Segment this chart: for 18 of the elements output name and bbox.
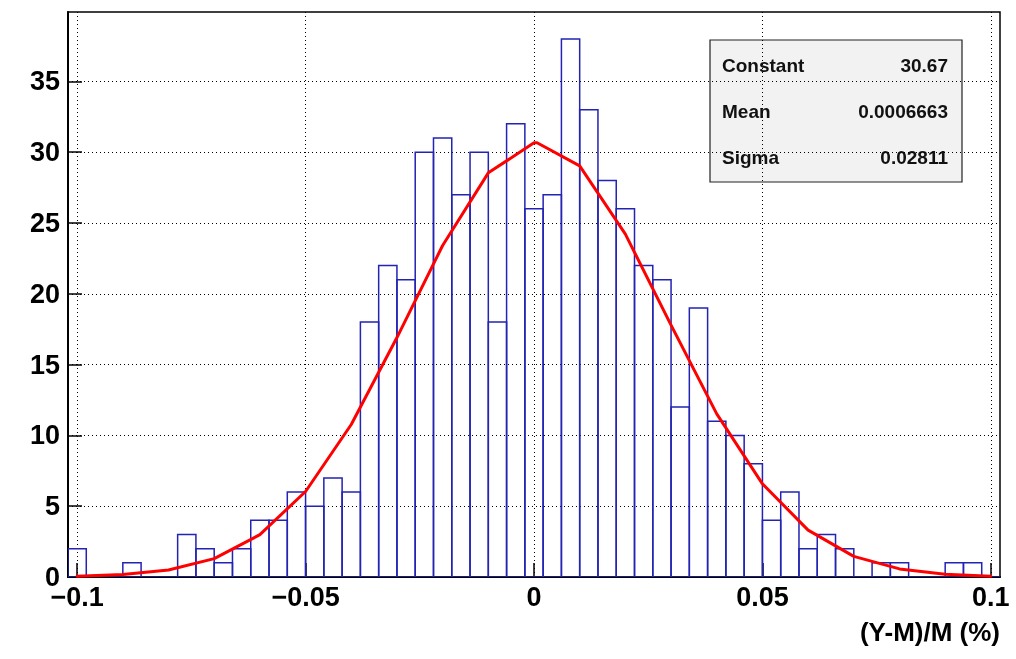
x-tick-label: 0 bbox=[526, 581, 542, 612]
y-tick-label: 10 bbox=[29, 420, 60, 451]
y-tick-label: 15 bbox=[29, 349, 60, 380]
annotation: Constant bbox=[722, 54, 805, 76]
annotation: 30.67 bbox=[900, 54, 948, 76]
annotation: Mean bbox=[722, 100, 771, 122]
y-tick-label: 30 bbox=[29, 137, 60, 168]
x-tick-label: 0.1 bbox=[972, 581, 1010, 612]
annotation: 0.0006663 bbox=[858, 100, 948, 122]
y-tick-label: 35 bbox=[29, 66, 60, 97]
x-tick-label: 0.05 bbox=[736, 581, 789, 612]
y-tick-label: 20 bbox=[29, 278, 60, 309]
x-tick-label: −0.05 bbox=[271, 581, 340, 612]
annotation: 0.02811 bbox=[880, 146, 949, 168]
x-axis-title: (Y-M)/M (%) bbox=[859, 617, 1000, 647]
annotation: Sigma bbox=[722, 146, 780, 168]
y-tick-label: 5 bbox=[44, 491, 60, 522]
y-tick-label: 25 bbox=[29, 207, 60, 238]
